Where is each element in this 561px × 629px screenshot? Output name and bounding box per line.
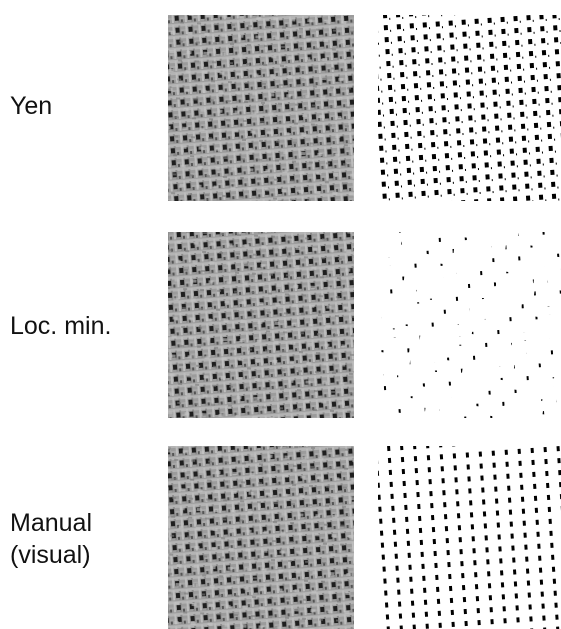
binary-image — [378, 446, 561, 629]
row-label: Loc. min. — [10, 312, 111, 340]
binary-image — [378, 232, 561, 418]
row-label: Manual (visual) — [10, 509, 92, 569]
label-line: Loc. min. — [10, 312, 111, 340]
row-label: Yen — [10, 92, 52, 120]
label-line: Yen — [10, 92, 52, 120]
fabric-image — [168, 232, 354, 418]
label-line: (visual) — [10, 541, 91, 569]
label-line: Manual — [10, 509, 92, 537]
fabric-image — [168, 15, 354, 201]
binary-image — [378, 15, 561, 201]
fabric-image — [168, 446, 354, 629]
